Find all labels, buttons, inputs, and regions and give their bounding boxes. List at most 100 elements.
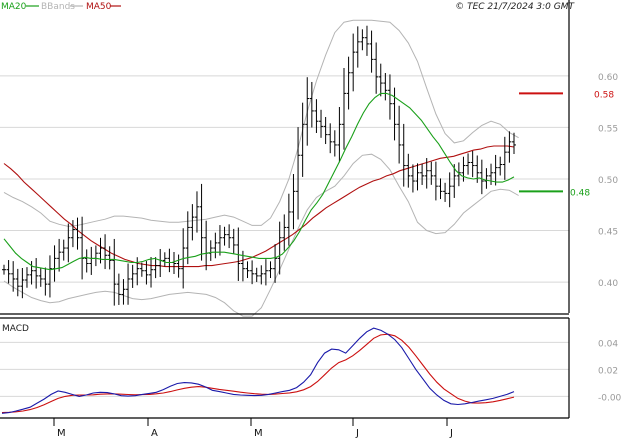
- price-bar: [456, 162, 461, 187]
- resistance-label: 0.58: [594, 90, 614, 100]
- price-bar: [57, 238, 62, 272]
- price-bar: [282, 214, 287, 251]
- price-y-tick: 0.40: [598, 279, 618, 289]
- price-bar: [342, 68, 346, 150]
- price-bar: [222, 226, 227, 246]
- price-bar: [227, 224, 232, 249]
- price-bar: [397, 105, 402, 164]
- price-y-tick: 0.50: [598, 176, 618, 186]
- legend-bbands-label: BBands: [41, 2, 75, 12]
- price-bar: [268, 261, 273, 279]
- macd-title: MACD: [2, 324, 29, 334]
- price-bar: [277, 221, 282, 275]
- price-bar: [34, 258, 39, 289]
- price-bar: [443, 182, 448, 202]
- price-bar: [208, 240, 213, 261]
- price-bar: [452, 164, 457, 198]
- price-bar: [93, 245, 98, 267]
- price-bar: [126, 263, 131, 305]
- price-bar: [401, 123, 406, 187]
- price-bar: [149, 257, 154, 288]
- price-bar: [323, 116, 328, 145]
- price-bar: [194, 191, 199, 233]
- x-tick-label: J: [449, 428, 453, 439]
- price-bar: [273, 244, 278, 283]
- price-bar: [296, 127, 301, 220]
- ma20-line: [3, 92, 515, 271]
- price-y-tick: 0.45: [598, 228, 618, 238]
- price-bar: [199, 183, 204, 261]
- price-bar: [2, 264, 6, 275]
- price-bar: [305, 77, 310, 146]
- price-bar: [355, 26, 360, 68]
- price-bar: [172, 252, 176, 274]
- price-bar: [378, 63, 383, 97]
- price-bar: [493, 154, 498, 186]
- price-bar: [107, 246, 112, 270]
- macd-signal-line: [1, 333, 515, 414]
- macd-y-tick: 0.02: [598, 366, 618, 376]
- price-bar: [286, 193, 291, 246]
- price-bar: [424, 158, 429, 189]
- price-bar: [512, 132, 516, 155]
- legend-ma50-label: MA50: [86, 2, 112, 12]
- price-bar: [6, 260, 11, 284]
- ma50-line: [3, 145, 515, 268]
- price-bar: [217, 225, 222, 256]
- price-bar: [103, 234, 108, 270]
- x-tick-label: A: [151, 428, 158, 439]
- bbands-upper-line: [3, 19, 519, 227]
- price-bar: [466, 153, 471, 175]
- price-bar: [47, 255, 52, 298]
- legend: MA20 BBands MA50: [1, 2, 121, 12]
- price-bar: [162, 252, 167, 267]
- price-bar: [433, 161, 438, 201]
- x-tick-label: J: [355, 428, 359, 439]
- price-bar: [420, 163, 425, 185]
- price-bar: [470, 150, 475, 178]
- price-bar: [24, 267, 29, 288]
- axes: 0.40 0.45 0.50 0.55 0.60 0.04 0.02 -0.00 M A M J J: [53, 73, 622, 439]
- price-y-tick: 0.55: [598, 124, 618, 134]
- price-bar: [84, 249, 89, 273]
- x-tick-label: M: [254, 428, 263, 439]
- grid: [0, 75, 569, 397]
- price-bar: [337, 106, 342, 163]
- macd-line: [1, 327, 515, 414]
- price-bar: [360, 29, 365, 51]
- bbands-lower-line: [3, 153, 519, 317]
- price-bar: [61, 239, 66, 261]
- price-bar: [415, 163, 420, 191]
- price-bar: [309, 81, 314, 128]
- price-bar: [89, 246, 94, 275]
- price-bar: [410, 164, 415, 193]
- price-bar: [66, 223, 71, 263]
- price-bar: [43, 267, 48, 296]
- price-bar: [332, 130, 337, 157]
- price-bar: [383, 72, 388, 101]
- price-bar: [112, 238, 117, 306]
- price-bar: [447, 172, 452, 208]
- price-bar: [38, 268, 43, 287]
- price-bar: [139, 262, 144, 277]
- price-bar: [461, 156, 466, 182]
- price-bar: [204, 220, 209, 271]
- price-bar: [484, 168, 489, 189]
- price-bar: [369, 30, 374, 73]
- price-bar: [15, 268, 20, 297]
- price-bar: [135, 257, 140, 286]
- price-bar: [231, 228, 236, 254]
- price-bar: [374, 42, 379, 94]
- price-bar: [130, 264, 135, 288]
- legend-ma20-label: MA20: [1, 2, 27, 12]
- price-bar: [300, 102, 305, 177]
- price-bar: [259, 265, 264, 285]
- price-bar: [153, 257, 158, 279]
- ma50-series: [3, 145, 515, 268]
- price-bar: [328, 123, 333, 154]
- price-bar: [479, 159, 484, 195]
- price-bar: [185, 211, 190, 265]
- price-levels: 0.58 0.48: [519, 90, 614, 198]
- copyright-text: © TEC 21/7/2024 3:0 GMT: [455, 2, 575, 12]
